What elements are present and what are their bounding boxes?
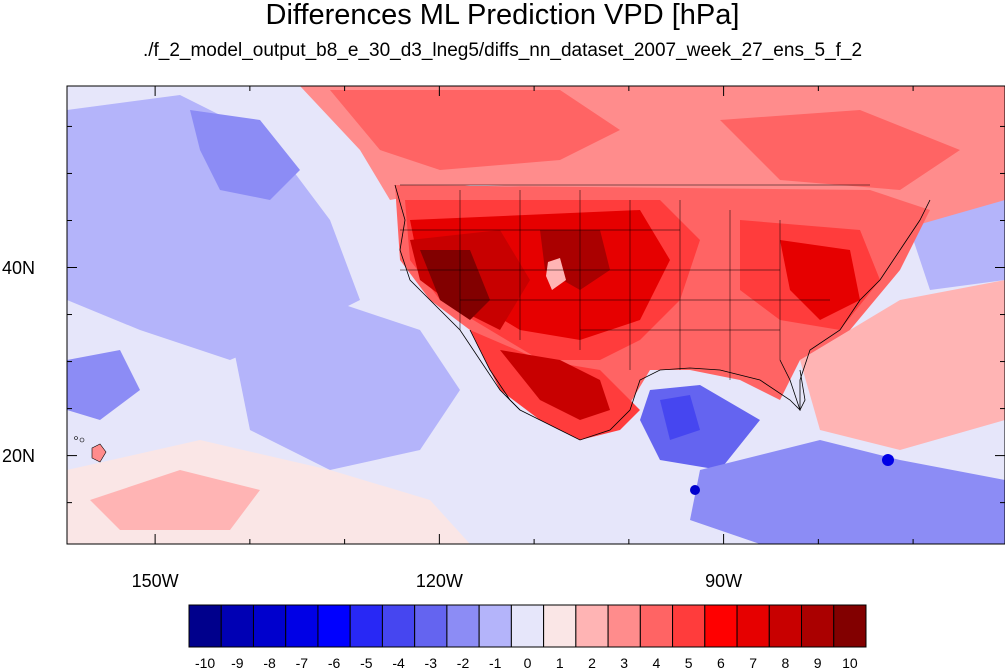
colorbar-swatch <box>220 604 254 648</box>
map-subtitle: ./f_2_model_output_b8_e_30_d3_lneg5/diff… <box>142 40 863 61</box>
colorbar-swatch <box>285 604 319 648</box>
state-borders <box>400 190 830 380</box>
colorbar-label: -9 <box>231 655 244 671</box>
hawaii-islands <box>74 436 107 463</box>
pacific-pink-patch-2 <box>90 470 260 530</box>
colorbar-label: -5 <box>360 655 373 671</box>
y-axis-ticks <box>67 125 1005 504</box>
colorbar-label: 6 <box>717 655 725 671</box>
y-tick-label: 20N <box>2 445 36 466</box>
colorbar-swatch <box>768 604 803 648</box>
colorbar-swatch <box>317 604 351 648</box>
colorbar-swatch <box>801 604 835 648</box>
mexico-anomaly-core <box>500 350 610 420</box>
us-anomaly-max <box>420 250 490 320</box>
colorbar-swatch <box>543 604 577 648</box>
map-field <box>67 86 1005 544</box>
colorbar-swatch <box>833 604 867 648</box>
colorbar-label: 4 <box>652 655 661 671</box>
colorbar-label: -6 <box>327 655 341 671</box>
colorbar-label: 10 <box>842 655 858 671</box>
x-tick-label: 90W <box>705 571 743 591</box>
x-tick-label: 150W <box>131 571 179 591</box>
us-anomaly-low-spot <box>546 258 566 290</box>
colorbar-swatch <box>510 604 545 648</box>
colorbar-swatch <box>478 604 512 648</box>
colorbar-swatch <box>607 604 641 648</box>
y-tick-label: 40N <box>2 257 36 278</box>
baja-coastline <box>469 329 521 411</box>
colorbar-label: 7 <box>749 655 758 671</box>
colorbar-swatch <box>414 604 448 648</box>
colorbar-label: -8 <box>263 655 276 671</box>
atlantic-pink-patch <box>800 280 1005 450</box>
pacific-blue-patch-2 <box>190 110 300 200</box>
colorbar-label: 5 <box>684 655 693 671</box>
colorbar <box>188 604 867 648</box>
pacific-blue-patch-3 <box>67 350 140 420</box>
colorbar-swatch <box>446 604 480 648</box>
colorbar-swatch <box>349 604 383 648</box>
map-title: Differences ML Prediction VPD [hPa] <box>265 0 740 31</box>
gulf-blue-patch-2 <box>660 395 700 440</box>
colorbar-label: 8 <box>781 655 790 671</box>
colorbar-label: 9 <box>813 655 822 671</box>
colorbar-label: 0 <box>523 655 532 671</box>
x-tick-label: 120W <box>415 571 463 591</box>
colorbar-label: -4 <box>392 655 405 671</box>
colorbar-label: -7 <box>295 655 309 671</box>
colorbar-swatch <box>736 604 770 648</box>
colorbar-swatch <box>252 604 287 648</box>
caribbean-spot <box>882 454 894 466</box>
colorbar-swatch <box>188 604 222 648</box>
colorbar-swatch <box>672 604 706 648</box>
colorbar-swatch <box>381 604 416 648</box>
pacific-blue-patch <box>67 95 360 360</box>
colorbar-label: -2 <box>456 655 470 671</box>
canada-red-band-3 <box>720 110 960 190</box>
colorbar-label: -1 <box>489 655 502 671</box>
colorbar-label: 1 <box>555 655 564 671</box>
colorbar-swatch <box>704 604 738 648</box>
colorbar-swatch <box>575 604 609 648</box>
caribbean-spot-2 <box>690 485 700 495</box>
colorbar-label: 3 <box>620 655 629 671</box>
florida-coastline <box>779 359 806 412</box>
colorbar-swatch <box>639 604 674 648</box>
colorbar-label: -10 <box>194 655 216 671</box>
coastline <box>394 184 931 441</box>
pacific-blue-patch-4 <box>230 300 460 470</box>
x-axis-ticks <box>154 86 914 544</box>
caribbean-blue-patch <box>690 440 1005 544</box>
colorbar-label: -3 <box>424 655 437 671</box>
canada-red-band-2 <box>330 90 620 170</box>
colorbar-label: 2 <box>588 655 596 671</box>
